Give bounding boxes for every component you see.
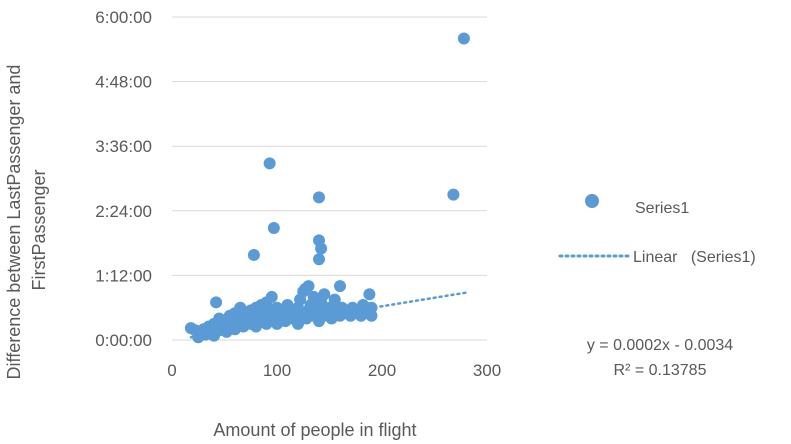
legend-series1-label: Series1 — [635, 200, 689, 217]
trendline-equation: y = 0.0002x - 0.0034 — [587, 337, 733, 354]
x-tick-label: 0 — [167, 361, 176, 380]
data-point — [365, 309, 378, 322]
legend-trendline-label: Linear (Series1) — [633, 249, 756, 266]
y-tick-label: 2:24:00 — [95, 202, 152, 221]
data-point — [315, 242, 328, 255]
data-point — [363, 288, 376, 301]
trendline-r-squared: R² = 0.13785 — [614, 362, 707, 379]
y-tick-label: 4:48:00 — [95, 73, 152, 92]
legend: Series1 Linear (Series1) — [558, 194, 756, 266]
x-tick-label: 100 — [263, 361, 291, 380]
data-point — [318, 288, 331, 301]
data-point — [334, 280, 346, 293]
gridlines — [172, 16, 487, 276]
data-point — [265, 290, 278, 303]
legend-series1-marker — [585, 194, 599, 208]
y-axis-title-line2: FirstPassenger — [29, 169, 49, 290]
data-point — [247, 248, 260, 261]
x-axis-title: Amount of people in flight — [213, 420, 416, 440]
x-tick-label: 300 — [473, 361, 501, 380]
data-point — [328, 293, 341, 306]
data-point — [457, 32, 470, 45]
y-tick-label: 1:12:00 — [95, 266, 152, 285]
y-tick-label: 6:00:00 — [95, 8, 152, 27]
x-tick-label: 200 — [368, 361, 396, 380]
y-tick-label: 3:36:00 — [95, 137, 152, 156]
data-point — [447, 188, 460, 201]
data-point — [299, 282, 312, 295]
y-tick-label: 0:00:00 — [95, 331, 152, 350]
data-point — [313, 191, 325, 204]
data-point — [263, 157, 276, 170]
y-axis-tick-labels: 0:00:00 1:12:00 2:24:00 3:36:00 4:48:00 6:00:… — [95, 8, 152, 350]
data-point — [210, 296, 223, 309]
data-point — [313, 253, 325, 266]
series1-points — [184, 32, 470, 344]
y-axis-title-line1: Difference between LastPassenger and — [4, 65, 24, 380]
data-point — [267, 222, 280, 235]
x-axis-tick-labels: 0 100 200 300 — [167, 361, 501, 380]
trendline — [189, 291, 468, 339]
